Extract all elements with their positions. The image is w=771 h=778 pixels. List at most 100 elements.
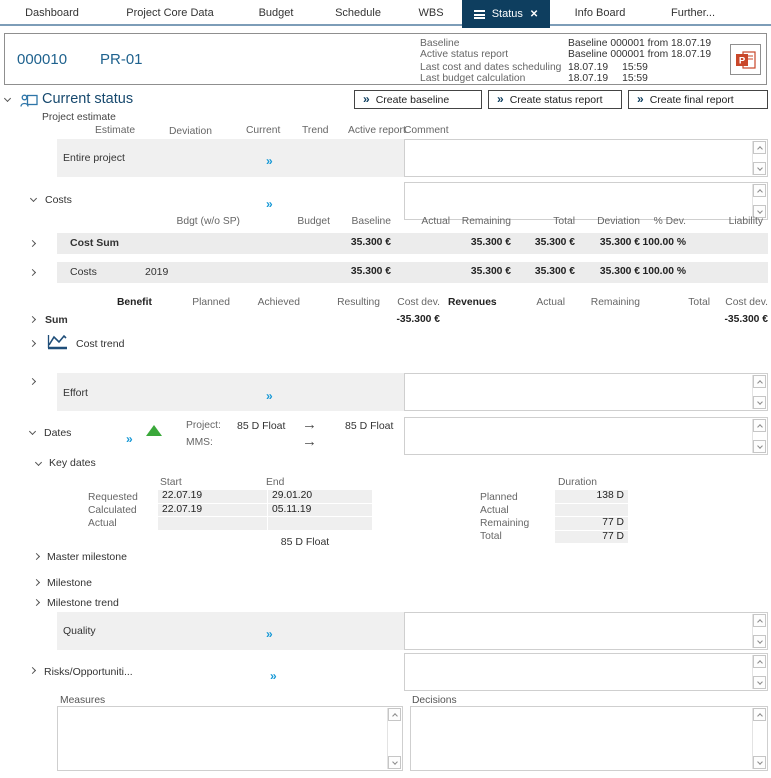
- col-deviation: Deviation: [169, 126, 212, 137]
- scroll-up-icon[interactable]: [753, 419, 766, 432]
- scrollbar[interactable]: [752, 375, 766, 409]
- scroll-down-icon[interactable]: [753, 396, 766, 409]
- scroll-down-icon[interactable]: [753, 676, 766, 689]
- menu-icon[interactable]: [473, 9, 485, 19]
- powerpoint-export-button[interactable]: P: [730, 44, 761, 75]
- scroll-up-icon[interactable]: [753, 375, 766, 388]
- scroll-up-icon[interactable]: [753, 184, 766, 197]
- button-label: Create final report: [649, 93, 734, 106]
- scroll-up-icon[interactable]: [753, 141, 766, 154]
- costs-2019-row[interactable]: [57, 262, 768, 283]
- costs-collapse-icon[interactable]: [29, 194, 38, 203]
- dates-collapse-icon[interactable]: [28, 427, 37, 436]
- scrollbar[interactable]: [752, 708, 766, 769]
- risks-comment-input[interactable]: [404, 653, 768, 691]
- button-label: Create status report: [509, 93, 603, 106]
- decisions-input[interactable]: [410, 706, 768, 771]
- requested-start-field[interactable]: 22.07.19: [158, 490, 267, 503]
- calculated-end-field[interactable]: 05.11.19: [268, 503, 372, 516]
- info-row: Active status report Baseline 000001 fro…: [420, 49, 711, 60]
- create-final-report-button[interactable]: » Create final report: [628, 90, 768, 109]
- tab-info-board[interactable]: Info Board: [574, 7, 626, 19]
- remaining-duration-field[interactable]: 77 D: [555, 517, 628, 530]
- benefit-table-header: Benefit Planned Achieved Resulting Cost …: [0, 297, 771, 311]
- actual-end-field[interactable]: [268, 517, 372, 530]
- milestone-trend-expand-icon[interactable]: [32, 598, 41, 607]
- cost-sum-label: Cost Sum: [70, 237, 120, 249]
- svg-text:P: P: [738, 55, 745, 66]
- scrollbar[interactable]: [387, 708, 401, 769]
- scroll-up-icon[interactable]: [753, 708, 766, 721]
- actual-start-field[interactable]: [158, 517, 267, 530]
- arrow-right-icon: →: [302, 433, 317, 450]
- cost-trend-chart-icon: [47, 334, 67, 350]
- tab-budget[interactable]: Budget: [258, 7, 294, 19]
- requested-end-field[interactable]: 29.01.20: [268, 490, 372, 503]
- tab-further[interactable]: Further...: [670, 7, 716, 19]
- scroll-up-icon[interactable]: [388, 708, 401, 721]
- scrollbar[interactable]: [752, 614, 766, 648]
- cost-sum-pct-dev: 100.00 %: [642, 237, 686, 248]
- more-marker[interactable]: »: [266, 154, 273, 168]
- create-baseline-button[interactable]: » Create baseline: [354, 90, 482, 109]
- project-float-after: 85 D Float: [345, 420, 394, 432]
- risks-expand-icon[interactable]: [28, 666, 37, 675]
- effort-expand-icon[interactable]: [28, 377, 37, 386]
- more-marker[interactable]: »: [266, 627, 273, 641]
- col-liability: Liability: [728, 216, 763, 227]
- more-marker[interactable]: »: [266, 389, 273, 403]
- scroll-down-icon[interactable]: [753, 756, 766, 769]
- col-estimate: Estimate: [95, 125, 136, 136]
- calculated-start-field[interactable]: 22.07.19: [158, 503, 267, 516]
- entire-project-comment-input[interactable]: [404, 139, 768, 177]
- col-total: Total: [688, 297, 710, 308]
- costs-comment-input[interactable]: [404, 182, 768, 220]
- col-bdgt-wo-sp: Bdgt (w/o SP): [176, 216, 240, 227]
- quality-comment-input[interactable]: [404, 612, 768, 650]
- scrollbar[interactable]: [752, 141, 766, 175]
- tab-schedule[interactable]: Schedule: [335, 7, 381, 19]
- total-label: Total: [480, 531, 502, 542]
- collapse-section-icon[interactable]: [3, 94, 12, 103]
- actual-duration-field[interactable]: [555, 503, 628, 516]
- scrollbar[interactable]: [752, 419, 766, 453]
- scroll-down-icon[interactable]: [753, 440, 766, 453]
- key-dates-collapse-icon[interactable]: [34, 458, 43, 467]
- more-marker[interactable]: »: [126, 432, 133, 446]
- measures-input[interactable]: [57, 706, 403, 771]
- page-title: Current status: [42, 91, 134, 107]
- effort-comment-input[interactable]: [404, 373, 768, 411]
- total-duration-field[interactable]: 77 D: [555, 530, 628, 543]
- planned-duration-field[interactable]: 138 D: [555, 490, 628, 503]
- more-marker[interactable]: »: [266, 197, 273, 211]
- dates-comment-input[interactable]: [404, 417, 768, 455]
- milestone-expand-icon[interactable]: [32, 578, 41, 587]
- close-icon[interactable]: ✕: [529, 8, 539, 20]
- tab-wbs[interactable]: WBS: [418, 7, 444, 19]
- scroll-up-icon[interactable]: [753, 655, 766, 668]
- scroll-down-icon[interactable]: [753, 635, 766, 648]
- scroll-down-icon[interactable]: [753, 205, 766, 218]
- cost-sum-total: 35.300 €: [534, 237, 575, 248]
- master-milestone-label: Master milestone: [47, 551, 127, 563]
- scrollbar[interactable]: [752, 184, 766, 218]
- scroll-down-icon[interactable]: [388, 756, 401, 769]
- cost-sum-row[interactable]: [57, 233, 768, 254]
- scroll-up-icon[interactable]: [753, 614, 766, 627]
- col-comment: Comment: [404, 125, 449, 136]
- milestone-trend-label: Milestone trend: [47, 597, 119, 609]
- tab-status[interactable]: Status ✕: [462, 0, 550, 28]
- sum-cost-dev: -35.300 €: [396, 314, 440, 325]
- cost-trend-expand-icon[interactable]: [28, 339, 37, 348]
- quality-row: [57, 612, 404, 650]
- more-marker[interactable]: »: [270, 669, 277, 683]
- master-milestone-expand-icon[interactable]: [32, 552, 41, 561]
- scroll-down-icon[interactable]: [753, 162, 766, 175]
- quality-label: Quality: [63, 625, 96, 637]
- tab-project-core-data[interactable]: Project Core Data: [126, 7, 214, 19]
- arrow-right-icon: →: [302, 416, 317, 433]
- create-status-report-button[interactable]: » Create status report: [488, 90, 622, 109]
- cost-sum-remaining: 35.300 €: [470, 237, 511, 248]
- scrollbar[interactable]: [752, 655, 766, 689]
- tab-dashboard[interactable]: Dashboard: [25, 7, 79, 19]
